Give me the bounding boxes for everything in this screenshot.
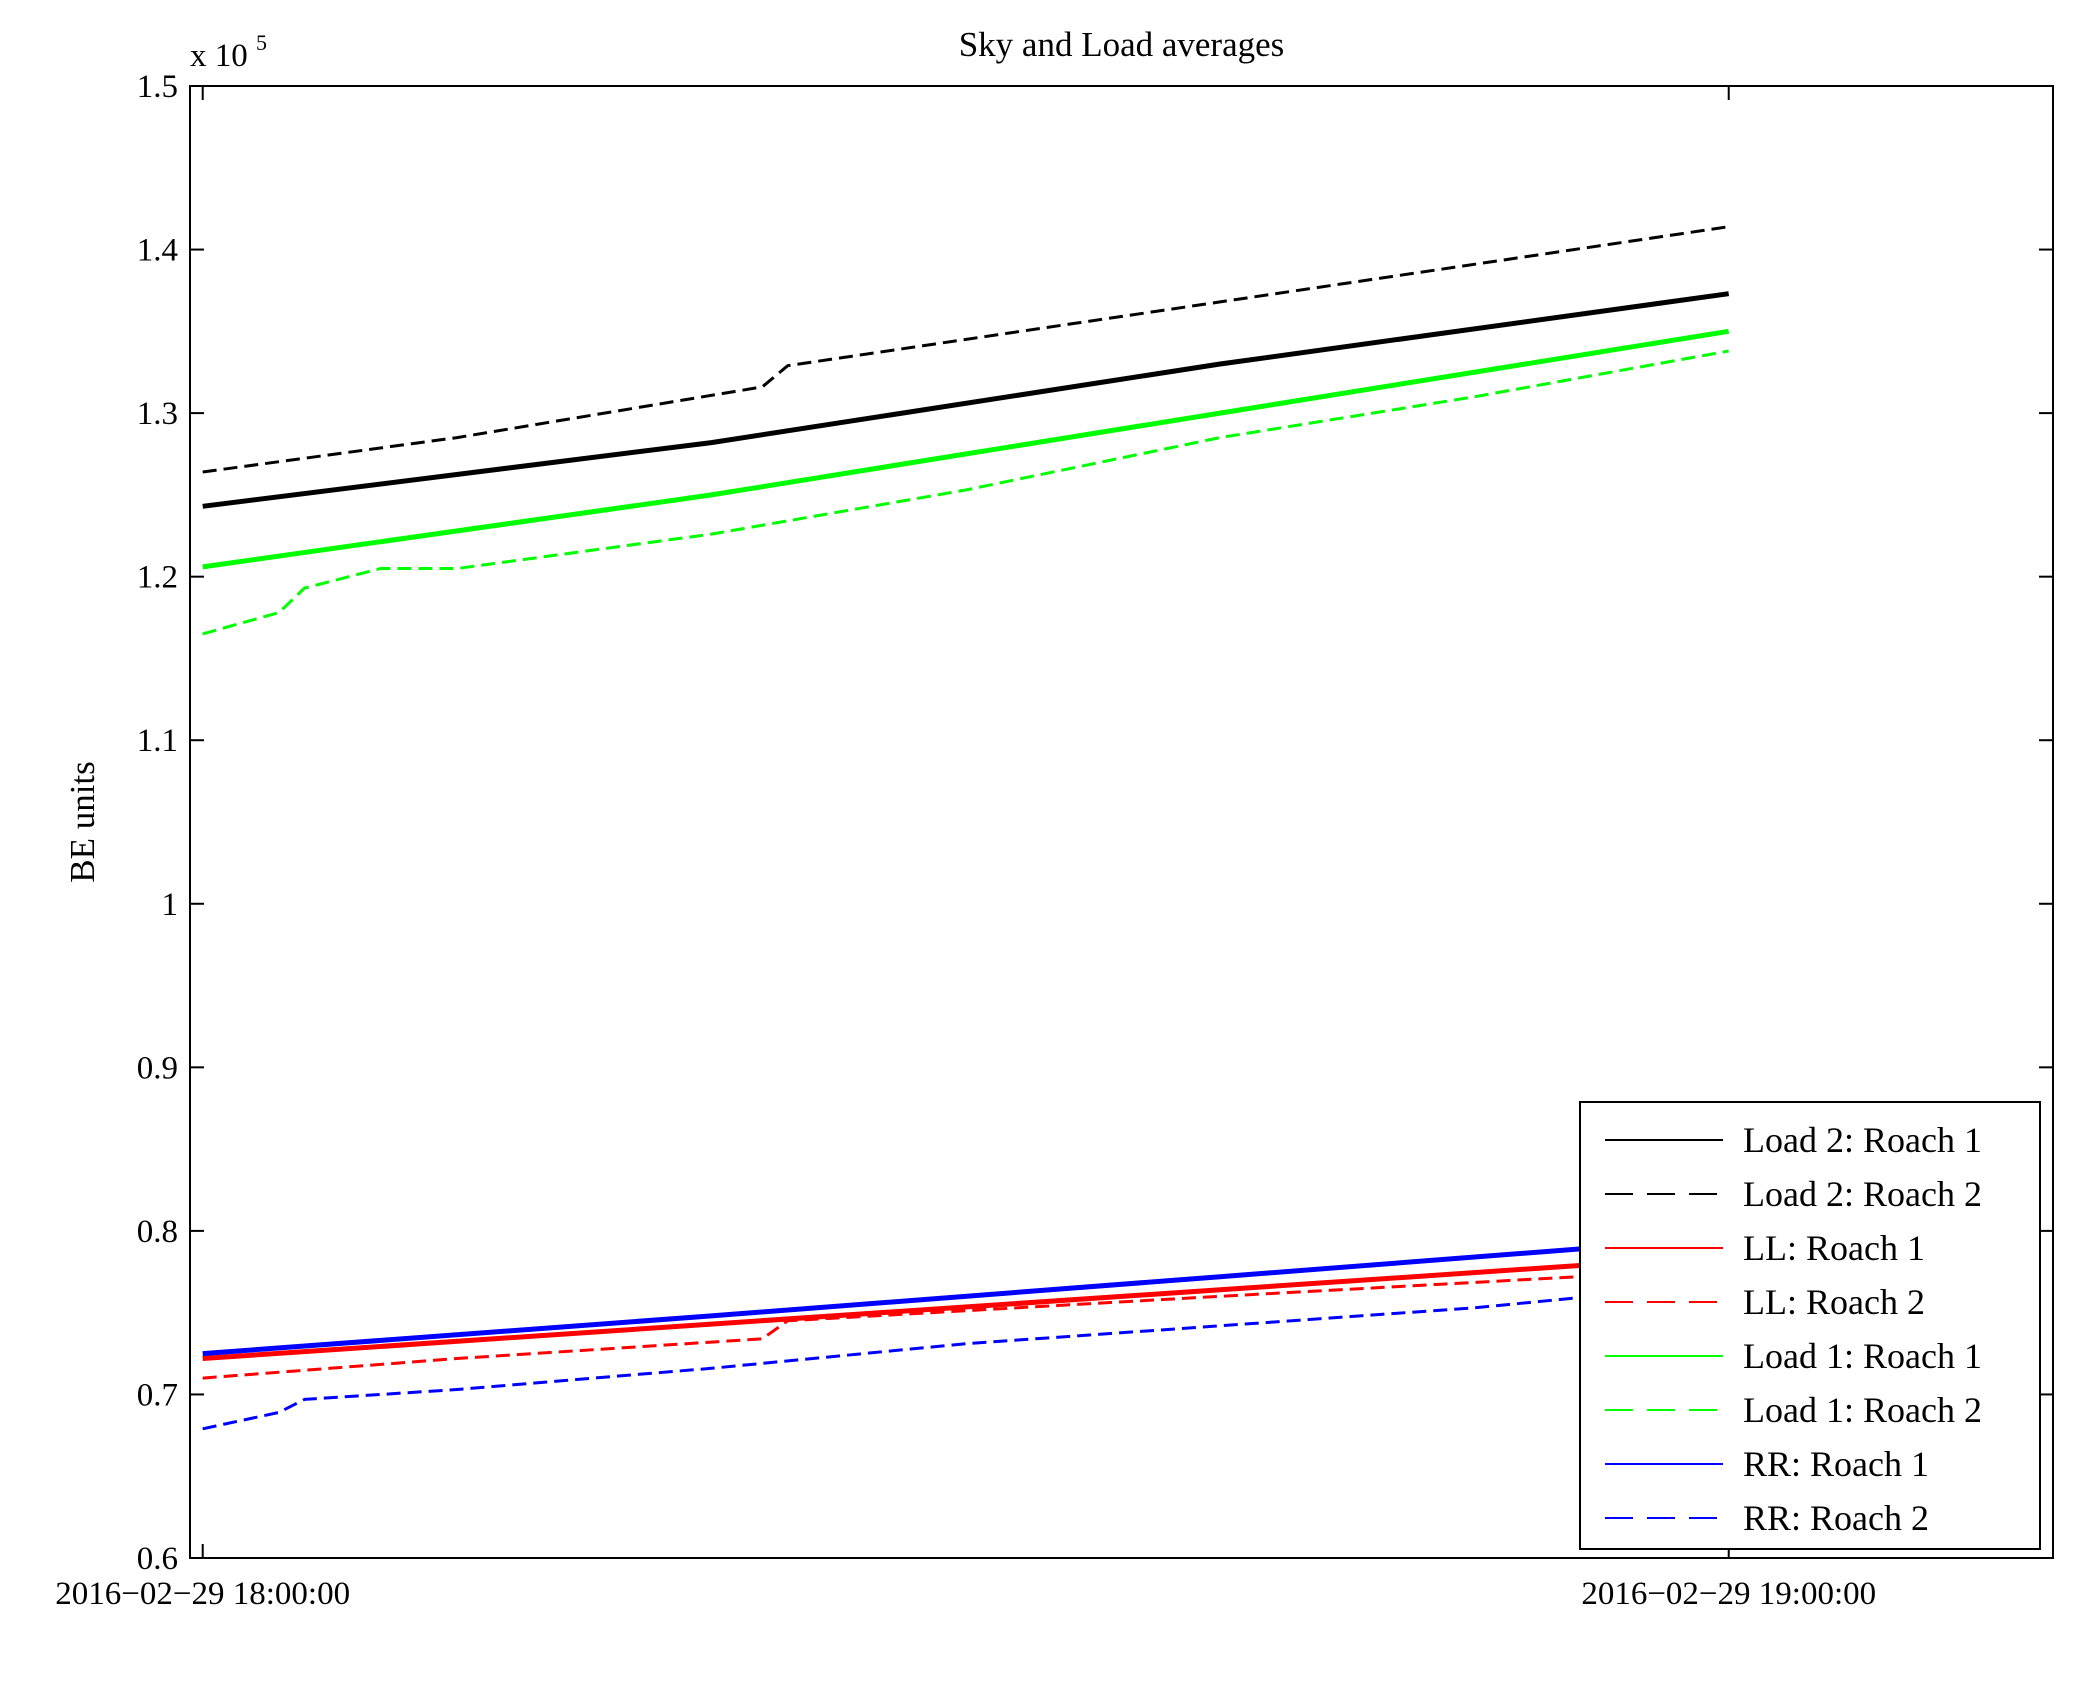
legend-entry-label: LL: Roach 1 <box>1743 1228 1925 1268</box>
legend-entry-label: RR: Roach 2 <box>1743 1498 1929 1538</box>
legend-entry-label: RR: Roach 1 <box>1743 1444 1929 1484</box>
y-tick-label: 1.3 <box>137 396 178 432</box>
y-tick-label: 0.7 <box>137 1377 178 1413</box>
y-axis-label: BE units <box>63 761 102 883</box>
series-line-ll-roach-1 <box>202 1252 1729 1361</box>
y-tick-label: 0.9 <box>137 1050 178 1086</box>
legend-entry-label: Load 2: Roach 2 <box>1743 1174 1982 1214</box>
y-tick-label: 0.8 <box>137 1214 178 1250</box>
y-axis-multiplier: x 10 5 <box>190 30 267 74</box>
legend-box <box>1579 1101 2041 1550</box>
series-line-load-1-roach-1 <box>202 328 1730 570</box>
x-tick-label: 2016−02−29 19:00:00 <box>1581 1576 1876 1612</box>
plot-frame <box>189 85 2054 1559</box>
series-line-ll-roach-2 <box>202 1267 1729 1380</box>
legend: Load 2: Roach 1 Load 2: Roach 2 LL: Roach … <box>1579 1101 2041 1550</box>
series-line-rr-roach-2 <box>202 1281 1729 1431</box>
y-tick-label: 1.1 <box>137 723 178 759</box>
tick-layer: 0.6 0.7 0.8 0.9 1 1.1 1.2 1.3 1.4 1.5 2016−02−29 1… <box>55 69 2053 1612</box>
legend-entry-label: Load 1: Roach 1 <box>1743 1336 1982 1376</box>
plot-area <box>189 85 2054 1559</box>
y-tick-label: 1 <box>162 887 179 923</box>
y-tick-label: 0.6 <box>137 1541 178 1577</box>
legend-entry-label: Load 2: Roach 1 <box>1743 1120 1982 1160</box>
y-tick-label: 1.5 <box>137 69 178 105</box>
series-layer <box>202 225 1730 1431</box>
series-line-rr-roach-1 <box>202 1234 1729 1357</box>
y-multiplier-prefix: x 10 <box>190 38 248 74</box>
y-multiplier-exponent: 5 <box>256 30 267 55</box>
legend-entry-label: LL: Roach 2 <box>1743 1282 1925 1322</box>
series-line-load-2-roach-1 <box>202 291 1730 509</box>
legend-entry-label: Load 1: Roach 2 <box>1743 1390 1982 1430</box>
y-tick-label: 1.4 <box>137 233 178 269</box>
y-tick-label: 1.2 <box>137 560 178 596</box>
series-line-load-1-roach-2 <box>202 349 1729 636</box>
chart-title: Sky and Load averages <box>959 25 1285 64</box>
x-tick-label: 2016−02−29 18:00:00 <box>55 1576 350 1612</box>
series-line-load-2-roach-2 <box>202 225 1729 474</box>
